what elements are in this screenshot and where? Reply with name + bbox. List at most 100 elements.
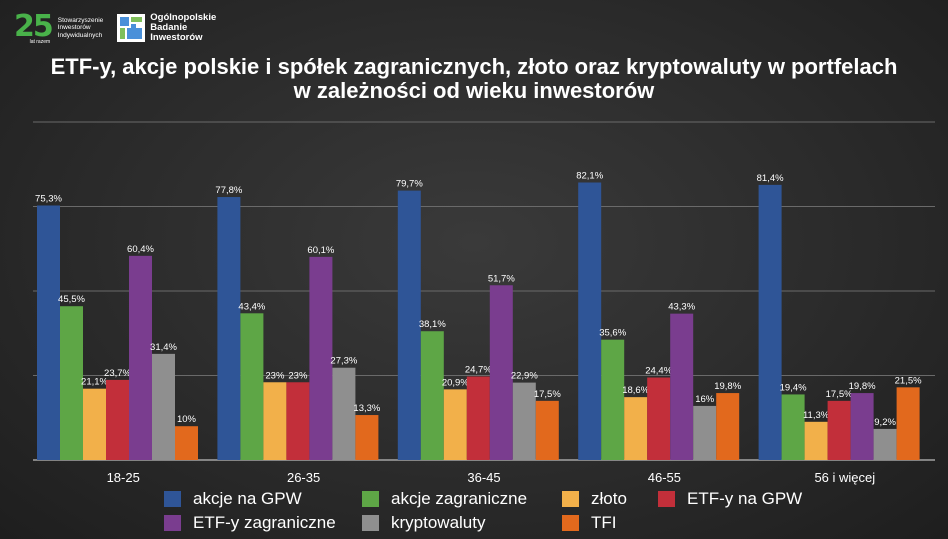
- bar: [535, 400, 559, 460]
- data-label: 20,9%: [442, 377, 469, 388]
- logos: 25 lat razem Stowarzyszenie Inwestorów I…: [14, 8, 216, 48]
- chart-title-line-1: ETF-y, akcje polskie i spółek zagraniczn…: [50, 54, 898, 79]
- bar: [37, 205, 60, 460]
- x-tick-label: 36-45: [467, 470, 500, 485]
- data-label: 75,3%: [35, 193, 62, 204]
- bar: [466, 376, 490, 460]
- bar: [827, 400, 851, 460]
- data-label: 45,5%: [58, 294, 85, 305]
- data-label: 23%: [288, 370, 308, 381]
- obi-logo: Ogólnopolskie Badanie Inwestorów: [117, 13, 216, 43]
- sii-anniversary-number: 25: [14, 8, 54, 44]
- data-label: 43,4%: [238, 301, 265, 312]
- data-label: 51,7%: [488, 273, 515, 284]
- data-label: 16%: [695, 394, 715, 405]
- legend-swatch: [562, 515, 579, 531]
- data-label: 17,5%: [826, 389, 853, 400]
- data-label: 17,5%: [534, 389, 561, 400]
- data-label: 10%: [177, 414, 197, 425]
- bar: [83, 388, 106, 460]
- bar: [804, 421, 828, 460]
- bar: [263, 382, 287, 460]
- bar: [512, 382, 536, 460]
- bar: [443, 389, 467, 460]
- bar: [601, 339, 625, 460]
- data-label: 79,7%: [396, 179, 423, 190]
- sii-anniversary-mark: 25 lat razem: [14, 8, 54, 45]
- data-label: 19,8%: [714, 381, 741, 392]
- bar: [152, 353, 175, 460]
- chart-title: ETF-y, akcje polskie i spółek zagraniczn…: [0, 55, 948, 103]
- legend-swatch: [562, 491, 579, 507]
- legend-swatch: [658, 491, 675, 507]
- data-label: 43,3%: [668, 302, 695, 313]
- bar: [175, 426, 198, 460]
- data-label: 35,6%: [599, 328, 626, 339]
- data-label: 60,4%: [127, 244, 154, 255]
- obi-logo-icon: [117, 14, 146, 42]
- bar: [397, 190, 421, 460]
- bar: [716, 393, 740, 460]
- data-label: 21,5%: [895, 375, 922, 386]
- legend-label: TFI: [591, 513, 617, 532]
- chart-title-line-2: w zależności od wieku inwestorów: [293, 78, 655, 103]
- sii-name-line-1: Stowarzyszenie: [57, 16, 104, 24]
- legend-label: ETF-y zagraniczne: [193, 513, 336, 532]
- legend-swatch: [164, 515, 181, 531]
- data-label: 81,4%: [757, 173, 784, 184]
- bar: [332, 367, 356, 460]
- data-label: 27,3%: [330, 356, 357, 367]
- sii-name-line-3: Indywidualnych: [57, 31, 103, 39]
- data-label: 19,8%: [849, 381, 876, 392]
- data-label: 60,1%: [307, 245, 334, 256]
- legend-label: akcje zagraniczne: [391, 489, 528, 508]
- sii-name: Stowarzyszenie Inwestorów Indywidualnych: [58, 17, 104, 40]
- legend-label: kryptowaluty: [391, 513, 486, 532]
- bar: [286, 382, 310, 460]
- data-label: 23,7%: [104, 368, 131, 379]
- legend-item: akcje zagraniczne: [362, 489, 527, 509]
- bar: [309, 256, 333, 460]
- x-tick-label: 46-55: [648, 470, 681, 485]
- legend-item: ETF-y zagraniczne: [164, 513, 336, 533]
- data-label: 21,1%: [81, 377, 108, 388]
- sii-anniversary-subtitle: lat razem: [29, 38, 51, 45]
- bar: [624, 397, 648, 460]
- bar: [873, 428, 897, 460]
- bar: [129, 255, 152, 460]
- bar: [758, 184, 782, 461]
- sii-logo: 25 lat razem Stowarzyszenie Inwestorów I…: [14, 8, 104, 45]
- bar-chart: 75,3% 45,5% 21,1%23,7% 60,4% 31,4% 10% 18-25 77…: [33, 121, 935, 485]
- legend-item: TFI: [562, 513, 617, 533]
- data-label: 9,2%: [874, 417, 896, 428]
- data-label: 82,1%: [576, 171, 603, 182]
- data-label: 31,4%: [150, 342, 177, 353]
- data-label: 22,9%: [511, 371, 538, 382]
- legend-item: akcje na GPW: [164, 489, 302, 509]
- legend-swatch: [362, 515, 379, 531]
- data-label: 18,6%: [622, 385, 649, 396]
- data-label: 23%: [265, 370, 285, 381]
- obi-name-line-2: Badanie: [150, 22, 188, 33]
- data-label: 19,4%: [780, 382, 807, 393]
- legend-swatch: [362, 491, 379, 507]
- bar: [420, 331, 444, 460]
- data-label: 24,4%: [645, 366, 672, 377]
- legend-swatch: [164, 491, 181, 507]
- bar: [578, 182, 602, 460]
- sii-name-line-2: Inwestorów: [57, 24, 91, 32]
- bar: [647, 377, 671, 460]
- bar: [670, 313, 694, 460]
- x-tick-label: 56 i więcej: [814, 470, 875, 485]
- legend-item: ETF-y na GPW: [658, 489, 802, 509]
- legend-label: złoto: [591, 489, 627, 508]
- x-tick-label: 18-25: [107, 470, 140, 485]
- obi-name: Ogólnopolskie Badanie Inwestorów: [150, 13, 216, 43]
- x-tick-label: 26-35: [287, 470, 320, 485]
- legend-label: akcje na GPW: [193, 489, 302, 508]
- bar: [60, 306, 83, 460]
- data-label: 13,3%: [353, 403, 380, 414]
- bar: [489, 285, 513, 460]
- data-label: 77,8%: [215, 185, 242, 196]
- bar: [781, 394, 805, 460]
